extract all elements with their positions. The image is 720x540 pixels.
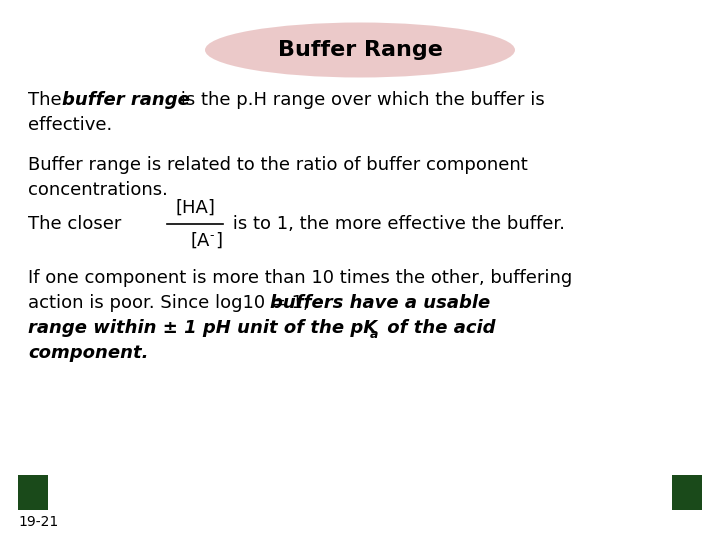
Text: of the acid: of the acid bbox=[381, 319, 495, 337]
Text: buffers have a usable: buffers have a usable bbox=[270, 294, 490, 312]
Text: range within ± 1 pH unit of the pK: range within ± 1 pH unit of the pK bbox=[28, 319, 377, 337]
Text: component.: component. bbox=[28, 344, 148, 362]
Text: ]: ] bbox=[215, 232, 222, 250]
Text: 19-21: 19-21 bbox=[18, 515, 58, 529]
Text: If one component is more than 10 times the other, buffering: If one component is more than 10 times t… bbox=[28, 269, 572, 287]
Text: Buffer Range: Buffer Range bbox=[278, 40, 442, 60]
Text: Buffer range is related to the ratio of buffer component: Buffer range is related to the ratio of … bbox=[28, 156, 528, 174]
Text: is to 1, the more effective the buffer.: is to 1, the more effective the buffer. bbox=[227, 215, 565, 233]
Text: The: The bbox=[28, 91, 68, 109]
Text: The closer: The closer bbox=[28, 215, 122, 233]
Text: [HA]: [HA] bbox=[175, 199, 215, 217]
Text: effective.: effective. bbox=[28, 116, 112, 134]
Text: action is poor. Since log10 = 1,: action is poor. Since log10 = 1, bbox=[28, 294, 315, 312]
Text: is the p.H range over which the buffer is: is the p.H range over which the buffer i… bbox=[175, 91, 545, 109]
Text: -: - bbox=[209, 230, 214, 242]
Ellipse shape bbox=[205, 23, 515, 78]
Text: buffer range: buffer range bbox=[62, 91, 190, 109]
Text: a: a bbox=[370, 328, 379, 341]
Text: concentrations.: concentrations. bbox=[28, 181, 168, 199]
FancyBboxPatch shape bbox=[672, 475, 702, 510]
Text: [A: [A bbox=[191, 232, 210, 250]
FancyBboxPatch shape bbox=[18, 475, 48, 510]
